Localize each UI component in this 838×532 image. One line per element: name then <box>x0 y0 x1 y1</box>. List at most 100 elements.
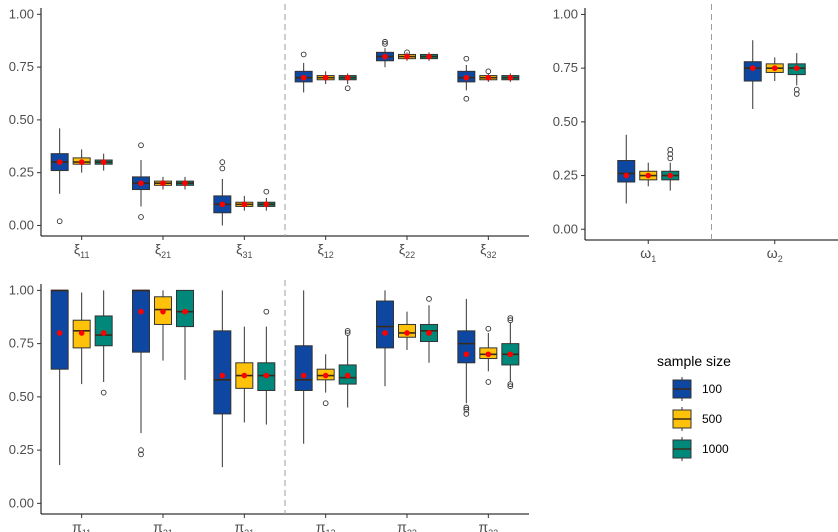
mean-point <box>344 372 351 379</box>
mean-point <box>771 65 778 71</box>
y-tick-label: 0.25 <box>553 168 578 183</box>
legend-item-500: 500 <box>672 407 722 431</box>
box-100 <box>617 134 636 204</box>
outlier-point <box>56 218 63 225</box>
box-100 <box>376 38 394 68</box>
x-tick-label-base: π <box>316 519 326 532</box>
x-tick-label-base: π <box>478 519 488 532</box>
mean-point <box>100 159 107 165</box>
x-tick-label: ω2 <box>767 245 783 264</box>
legend-label: 100 <box>702 382 722 396</box>
box-iqr <box>50 289 69 370</box>
box-iqr <box>457 330 476 364</box>
outlier-point <box>507 383 514 390</box>
legend-label: 1000 <box>702 442 729 456</box>
box-1000 <box>338 328 357 408</box>
mean-point <box>485 74 492 81</box>
box-500 <box>316 354 335 407</box>
y-tick-label: 0.25 <box>9 442 34 457</box>
mean-point <box>382 53 388 60</box>
box-1000 <box>94 153 113 171</box>
mean-point <box>322 74 329 81</box>
mean-point <box>138 308 144 315</box>
mean-point <box>160 308 166 315</box>
outlier-point <box>138 451 144 458</box>
box-iqr <box>617 160 636 183</box>
outlier-point <box>344 85 351 92</box>
x-tick-label: π11 <box>72 519 91 532</box>
x-tick-label-base: ξ <box>155 241 161 257</box>
legend-items: 100 500 1000 <box>672 377 729 461</box>
box-500 <box>639 162 658 187</box>
mean-point <box>100 330 107 336</box>
x-tick-label: π12 <box>316 519 336 532</box>
box-1000 <box>661 146 680 191</box>
x-tick-label-subscript: 32 <box>486 250 496 260</box>
y-tick-label: 0.25 <box>9 165 34 180</box>
y-tick-label: 0.75 <box>553 60 578 75</box>
mean-point <box>507 74 514 81</box>
mean-point <box>138 180 144 187</box>
legend-item-1000: 1000 <box>672 437 729 461</box>
legend-label: 500 <box>702 412 722 426</box>
outlier-point <box>463 404 470 411</box>
outlier-point <box>138 214 144 220</box>
box-500 <box>316 71 335 84</box>
outlier-point <box>300 51 307 58</box>
y-tick-label: 1.00 <box>553 6 578 21</box>
outlier-point <box>485 68 492 75</box>
mean-point <box>56 159 63 165</box>
box-iqr <box>213 330 232 415</box>
y-tick-label: 1.00 <box>9 282 34 297</box>
box-iqr <box>376 300 394 349</box>
y-tick-label: 0.00 <box>553 221 578 236</box>
outlier-point <box>382 41 388 47</box>
box-500 <box>398 311 416 351</box>
y-tick-label: 0.50 <box>553 114 578 129</box>
box-100 <box>294 51 313 93</box>
x-tick-label: π32 <box>478 519 498 532</box>
y-tick-label: 1.00 <box>9 6 34 21</box>
mean-point <box>78 330 85 336</box>
x-tick-label-subscript: 2 <box>778 254 783 264</box>
box-500 <box>479 325 498 385</box>
mean-point <box>182 308 188 315</box>
box-500 <box>765 57 784 82</box>
outlier-point <box>138 447 144 453</box>
outlier-point <box>344 328 351 334</box>
x-tick-label: ξ12 <box>318 241 334 260</box>
x-tick-label-subscript: 12 <box>325 528 335 532</box>
mean-point <box>344 74 351 81</box>
mean-point <box>404 53 410 60</box>
mean-point <box>160 180 166 187</box>
mean-point <box>241 201 248 208</box>
mean-point <box>263 372 270 379</box>
box-500 <box>235 326 254 423</box>
x-tick-label-base: π <box>72 519 82 532</box>
box-1000 <box>176 289 194 380</box>
box-iqr <box>294 345 313 391</box>
mean-point <box>382 330 388 336</box>
box-1000 <box>257 308 276 425</box>
box-1000 <box>257 188 276 211</box>
box-500 <box>154 176 172 190</box>
box-500 <box>398 49 416 61</box>
x-tick-label-subscript: 12 <box>324 250 334 260</box>
box-1000 <box>94 290 113 396</box>
x-tick-label-base: π <box>397 519 407 532</box>
outlier-point <box>263 308 270 315</box>
box-iqr <box>176 289 194 328</box>
mean-point <box>219 372 226 379</box>
outlier-point <box>507 381 514 387</box>
mean-point <box>322 372 329 379</box>
box-iqr <box>132 289 150 353</box>
box-100 <box>457 298 476 417</box>
box-1000 <box>501 315 520 390</box>
box-500 <box>235 195 254 211</box>
outlier-point <box>667 151 674 157</box>
outlier-point <box>667 155 674 162</box>
x-tick-label: π22 <box>397 519 417 532</box>
box-100 <box>743 40 762 109</box>
box-100 <box>213 290 232 468</box>
outlier-point <box>485 379 492 385</box>
